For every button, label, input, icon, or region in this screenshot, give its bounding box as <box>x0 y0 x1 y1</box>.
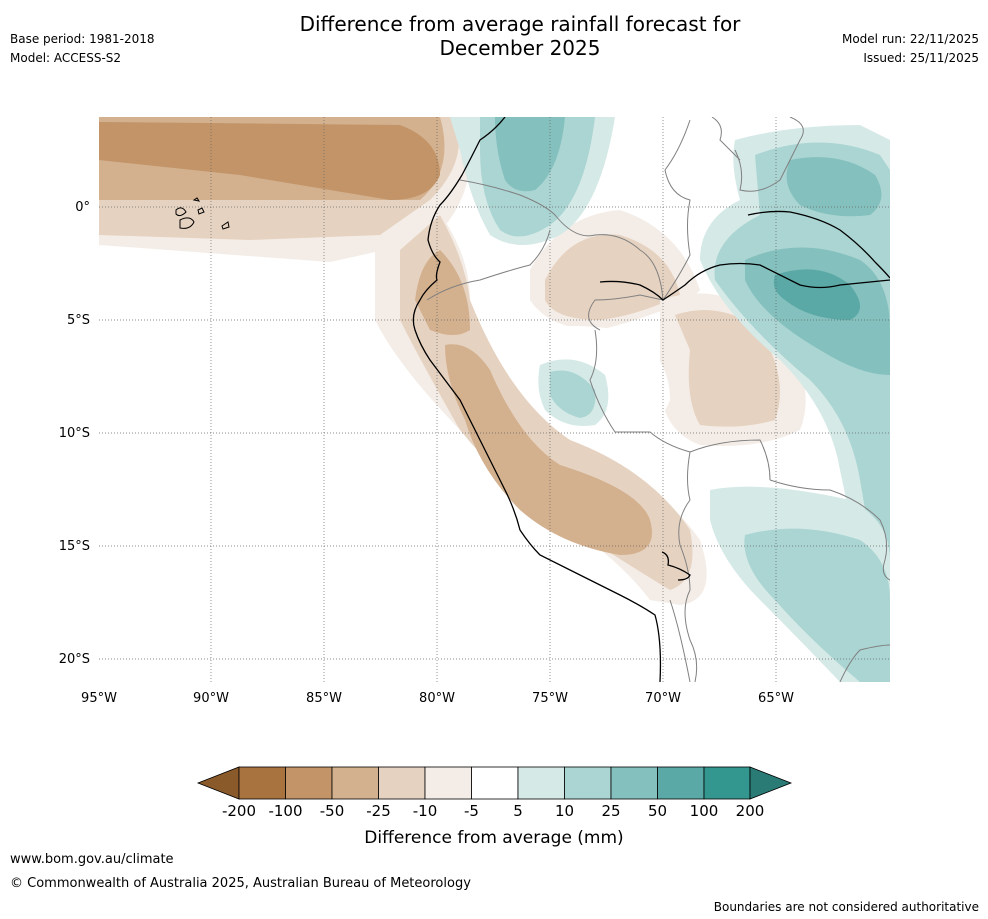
model-run: Model run: 22/11/2025 <box>841 32 979 46</box>
lon-label: 90°W <box>193 691 229 706</box>
graticule <box>99 117 890 682</box>
colorbar-tick: 10 <box>555 802 574 820</box>
model-name: Model: ACCESS-S2 <box>10 51 122 65</box>
lon-label: 80°W <box>419 691 455 706</box>
colorbar-tick: 5 <box>513 802 523 820</box>
lon-label: 95°W <box>81 691 117 706</box>
issued-date: Issued: 25/11/2025 <box>863 51 979 65</box>
map-title: Difference from average rainfall forecas… <box>200 12 840 60</box>
lon-label: 70°W <box>645 691 681 706</box>
meta-right: Model run: 22/11/2025 Issued: 25/11/2025 <box>842 30 979 68</box>
colorbar-tick: 100 <box>690 802 719 820</box>
lon-label: 65°W <box>758 691 794 706</box>
footer-url: www.bom.gov.au/climate <box>10 852 174 867</box>
lat-label: 5°S <box>67 313 90 328</box>
title-line-2: December 2025 <box>439 36 601 60</box>
colorbar-segment <box>564 766 612 800</box>
colorbar-tick: -200 <box>222 802 256 820</box>
lat-label: 10°S <box>59 426 90 441</box>
colorbar-segment <box>657 766 705 800</box>
lon-label: 85°W <box>306 691 342 706</box>
colorbar-tick: -100 <box>268 802 302 820</box>
colorbar-segment <box>517 766 565 800</box>
colorbar-tick: 25 <box>601 802 620 820</box>
colorbar-segment <box>285 766 333 800</box>
colorbar-segment <box>424 766 472 800</box>
lat-label: 20°S <box>59 652 90 667</box>
footer-copyright: © Commonwealth of Australia 2025, Austra… <box>10 876 471 891</box>
lon-label: 75°W <box>532 691 568 706</box>
base-period: Base period: 1981-2018 <box>10 32 155 46</box>
colorbar-segment <box>378 766 426 800</box>
colorbar-tick: -5 <box>464 802 479 820</box>
colorbar-segment <box>471 766 519 800</box>
colorbar <box>196 766 793 800</box>
boundary-disclaimer: Boundaries are not considered authoritat… <box>713 900 979 914</box>
colorbar-segment <box>610 766 658 800</box>
lat-label: 0° <box>75 200 90 215</box>
latitude-labels: 0° 5°S 10°S 15°S 20°S <box>59 200 90 667</box>
colorbar-segment <box>331 766 379 800</box>
country-boundaries <box>426 117 890 682</box>
galapagos-islands <box>175 197 230 230</box>
colorbar-segment <box>703 766 751 800</box>
colorbar-low-arrow <box>196 766 240 800</box>
colorbar-high-arrow <box>749 766 793 800</box>
lat-label: 15°S <box>59 539 90 554</box>
coastline <box>412 117 890 682</box>
colorbar-tick: 50 <box>648 802 667 820</box>
colorbar-tick: -10 <box>413 802 438 820</box>
colorbar-ticks: -200 -100 -50 -25 -10 -5 5 10 25 50 100 … <box>222 802 764 820</box>
colorbar-tick: -25 <box>366 802 391 820</box>
meta-left: Base period: 1981-2018 Model: ACCESS-S2 <box>10 30 155 68</box>
colorbar-segment <box>238 766 286 800</box>
colorbar-tick: -50 <box>320 802 345 820</box>
colorbar-label: Difference from average (mm) <box>364 828 623 848</box>
longitude-labels: 95°W 90°W 85°W 80°W 75°W 70°W 65°W <box>81 691 794 706</box>
rainfall-anomaly-field <box>99 117 890 682</box>
title-line-1: Difference from average rainfall forecas… <box>299 12 741 36</box>
colorbar-tick: 200 <box>736 802 765 820</box>
